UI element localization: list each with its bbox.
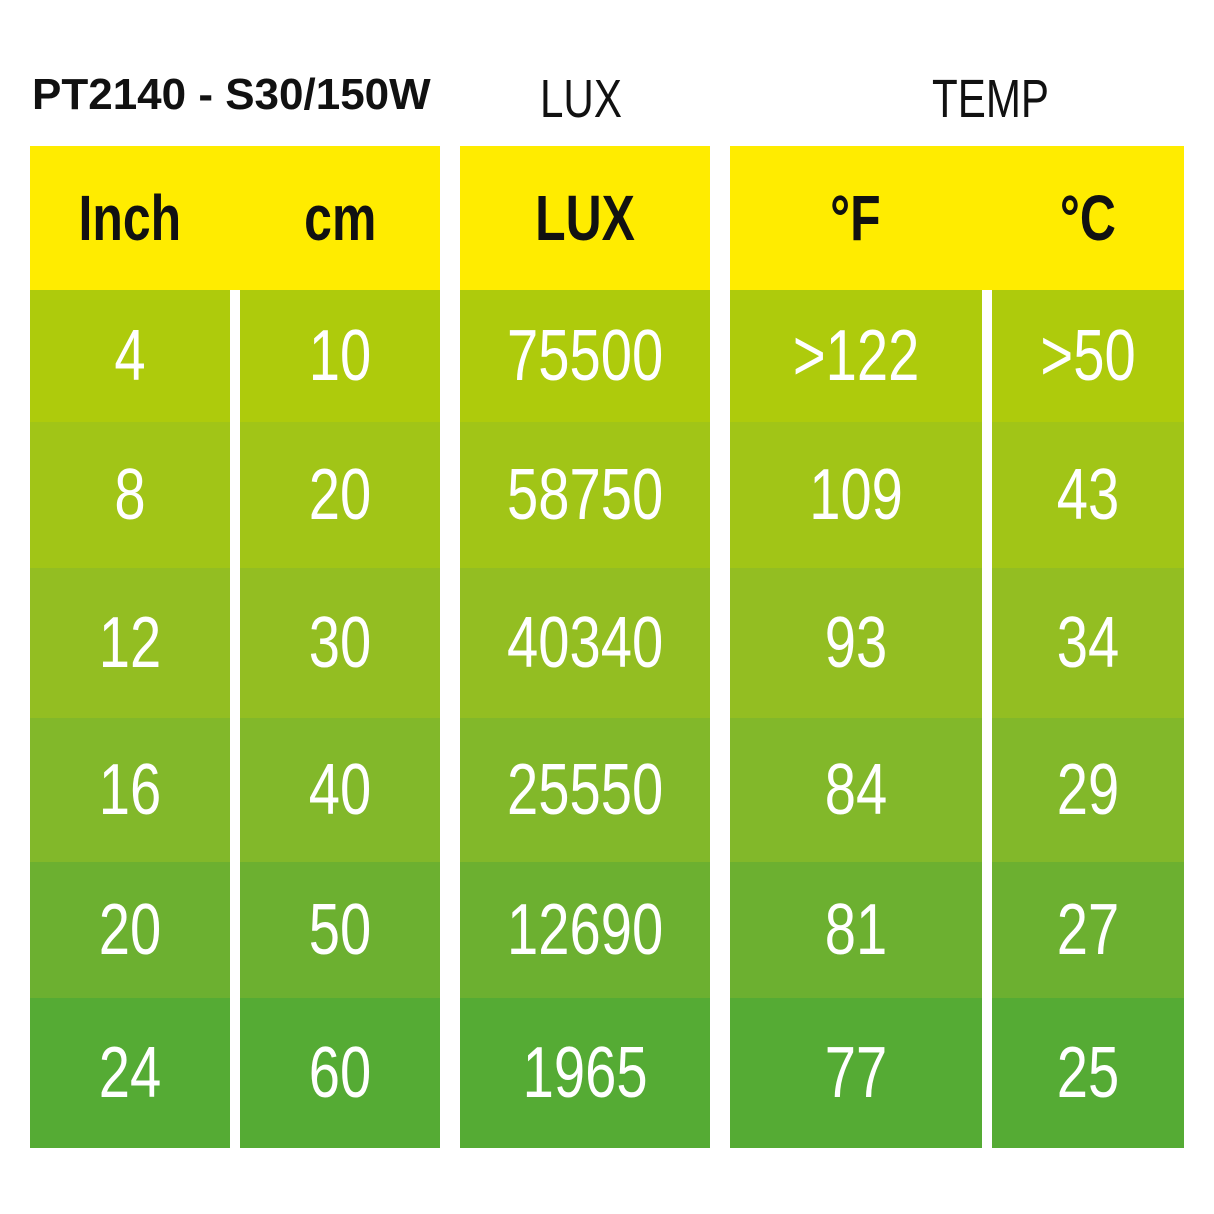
- chart-title: PT2140 - S30/150W: [32, 70, 431, 119]
- table-cell: 50: [240, 862, 440, 998]
- table-cell: 109: [730, 422, 982, 568]
- table-cell: 1965: [460, 998, 710, 1148]
- table-cell: 30: [240, 568, 440, 718]
- table-cell: 60: [240, 998, 440, 1148]
- table-cell: >122: [730, 290, 982, 422]
- table-cell: 81: [730, 862, 982, 998]
- table-cell: 34: [992, 568, 1184, 718]
- table-cell: 20: [240, 422, 440, 568]
- header-band: [730, 146, 1184, 290]
- lux-group-label: LUX: [540, 69, 622, 129]
- table-cell: 77: [730, 998, 982, 1148]
- column-header: °C: [1059, 182, 1117, 254]
- temp-group-label: TEMP: [932, 69, 1050, 129]
- table-cell: 10: [240, 290, 440, 422]
- column-header: Inch: [78, 182, 182, 254]
- table-cell: 27: [992, 862, 1184, 998]
- table-cell: 93: [730, 568, 982, 718]
- column-header: LUX: [535, 182, 635, 254]
- table-cell: 25550: [460, 718, 710, 862]
- table-cell: 12690: [460, 862, 710, 998]
- table-cell: 40: [240, 718, 440, 862]
- table-cell: 40340: [460, 568, 710, 718]
- table-cell: 43: [992, 422, 1184, 568]
- table-cell: 16: [30, 718, 230, 862]
- table-cell: 25: [992, 998, 1184, 1148]
- table-cell: 75500: [460, 290, 710, 422]
- table-cell: >50: [992, 290, 1184, 422]
- header-band: [30, 146, 440, 290]
- table-cell: 58750: [460, 422, 710, 568]
- header-band: [460, 146, 710, 290]
- table-cell: 8: [30, 422, 230, 568]
- table-cell: 4: [30, 290, 230, 422]
- column-header: cm: [303, 182, 377, 254]
- table-cell: 12: [30, 568, 230, 718]
- table-cell: 84: [730, 718, 982, 862]
- table-cell: 20: [30, 862, 230, 998]
- column-header: °F: [829, 182, 881, 254]
- table-cell: 24: [30, 998, 230, 1148]
- table-cell: 29: [992, 718, 1184, 862]
